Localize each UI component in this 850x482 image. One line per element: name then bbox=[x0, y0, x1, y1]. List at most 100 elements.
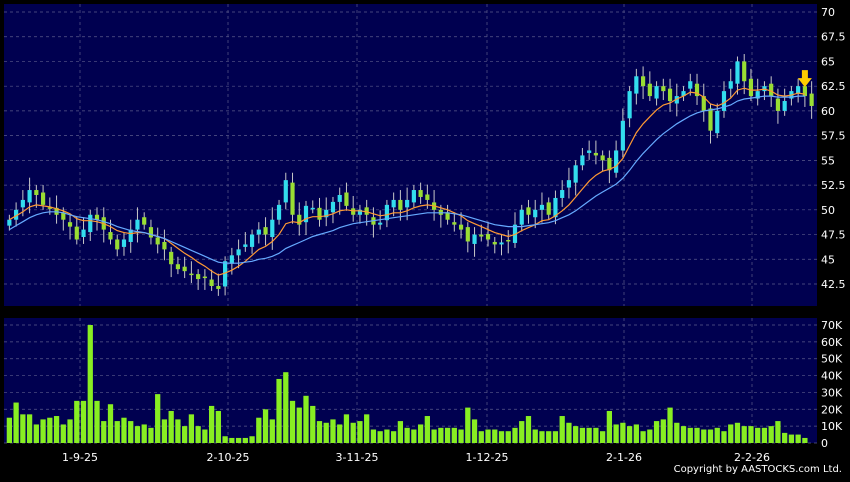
volume-bar bbox=[606, 410, 613, 443]
volume-bar bbox=[532, 429, 538, 443]
candle-up bbox=[229, 255, 234, 264]
price-tick-label: 57.5 bbox=[821, 130, 846, 143]
candle-down bbox=[458, 224, 464, 230]
date-tick-label: 1-9-25 bbox=[62, 451, 98, 464]
volume-bar bbox=[431, 429, 437, 443]
date-axis-labels: 1-9-25 2-10-25 3-11-25 1-12-25 2-1-26 2-2-26 bbox=[62, 451, 770, 464]
candle-up bbox=[539, 204, 545, 210]
candle-up bbox=[620, 120, 625, 151]
volume-bar bbox=[411, 429, 417, 443]
volume-bar bbox=[33, 424, 39, 443]
volume-bar bbox=[262, 409, 269, 443]
candle-up bbox=[276, 204, 282, 220]
volume-bar bbox=[208, 405, 215, 443]
candle-up bbox=[20, 199, 25, 208]
volume-bar bbox=[310, 405, 316, 443]
volume-bar bbox=[701, 429, 707, 443]
candle-down bbox=[769, 83, 774, 97]
candle-up bbox=[580, 155, 585, 166]
candle-up bbox=[256, 229, 261, 235]
volume-bar bbox=[775, 421, 781, 443]
volume-bar bbox=[755, 427, 761, 443]
candle-up bbox=[14, 209, 19, 220]
price-tick-label: 45 bbox=[821, 253, 835, 266]
candle-up bbox=[303, 205, 309, 223]
volume-bar bbox=[660, 419, 666, 443]
volume-tick-label: 0 bbox=[821, 437, 828, 450]
volume-bar bbox=[640, 431, 646, 443]
candle-down bbox=[647, 83, 652, 97]
candle-up bbox=[378, 222, 383, 225]
candle-up bbox=[573, 165, 578, 183]
date-tick-label: 3-11-25 bbox=[336, 451, 379, 464]
candle-up bbox=[512, 224, 518, 243]
candle-up bbox=[553, 197, 558, 218]
volume-bar bbox=[721, 431, 727, 443]
volume-bar bbox=[94, 400, 100, 443]
volume-bar bbox=[748, 426, 754, 443]
candle-down bbox=[701, 96, 706, 111]
candle-up bbox=[587, 150, 592, 153]
price-panel bbox=[4, 4, 817, 306]
volume-bar bbox=[195, 426, 201, 443]
volume-bar bbox=[788, 434, 795, 443]
volume-bar bbox=[47, 417, 53, 443]
volume-bar bbox=[579, 427, 586, 443]
volume-bar bbox=[492, 429, 498, 443]
volume-bar bbox=[498, 431, 505, 443]
candle-down bbox=[607, 157, 612, 171]
volume-bar bbox=[505, 431, 511, 443]
candle-down bbox=[452, 222, 457, 225]
volume-bar bbox=[741, 426, 747, 443]
volume-bar bbox=[249, 436, 255, 443]
volume-bar bbox=[20, 414, 26, 443]
candle-up bbox=[223, 261, 228, 287]
candle-down bbox=[485, 234, 491, 240]
volume-bar bbox=[74, 400, 80, 443]
volume-bar bbox=[519, 421, 525, 443]
candle-up bbox=[566, 180, 572, 188]
volume-bars bbox=[6, 325, 808, 443]
volume-bar bbox=[87, 325, 93, 443]
candle-up bbox=[728, 81, 733, 89]
volume-bar bbox=[694, 427, 700, 443]
volume-bar bbox=[350, 422, 356, 443]
candle-down bbox=[398, 199, 403, 210]
volume-bar bbox=[330, 419, 336, 443]
volume-bar bbox=[593, 427, 599, 443]
volume-bar bbox=[188, 414, 195, 443]
volume-bar bbox=[707, 429, 714, 443]
price-tick-label: 65 bbox=[821, 55, 835, 68]
candle-up bbox=[627, 91, 632, 119]
volume-bar bbox=[680, 426, 687, 443]
volume-tick-label: 50K bbox=[821, 353, 843, 366]
candle-up bbox=[310, 207, 315, 210]
volume-bar bbox=[229, 437, 235, 443]
volume-bar bbox=[26, 414, 33, 443]
candle-down bbox=[175, 264, 181, 270]
candle-up bbox=[782, 101, 787, 111]
candle-down bbox=[479, 234, 484, 237]
volume-bar bbox=[465, 407, 471, 443]
volume-bar bbox=[168, 410, 174, 443]
date-tick-label: 2-10-25 bbox=[207, 451, 250, 464]
volume-bar bbox=[215, 410, 221, 443]
volume-tick-label: 70K bbox=[821, 319, 843, 332]
volume-bar bbox=[67, 419, 73, 443]
volume-bar bbox=[573, 426, 579, 443]
volume-bar bbox=[364, 414, 370, 443]
volume-tick-label: 10K bbox=[821, 420, 843, 433]
candle-down bbox=[115, 239, 120, 250]
volume-bar bbox=[148, 427, 154, 443]
volume-bar bbox=[728, 424, 734, 443]
sma_long-line bbox=[9, 95, 805, 264]
price-tick-label: 52.5 bbox=[821, 179, 846, 192]
volume-tick-label: 20K bbox=[821, 403, 843, 416]
price-tick-label: 50 bbox=[821, 204, 835, 217]
candle-down bbox=[802, 86, 807, 97]
candle-down bbox=[694, 83, 700, 97]
volume-bar bbox=[114, 421, 120, 443]
volume-bar bbox=[485, 429, 491, 443]
volume-bar bbox=[600, 431, 606, 443]
volume-bar bbox=[283, 372, 289, 443]
